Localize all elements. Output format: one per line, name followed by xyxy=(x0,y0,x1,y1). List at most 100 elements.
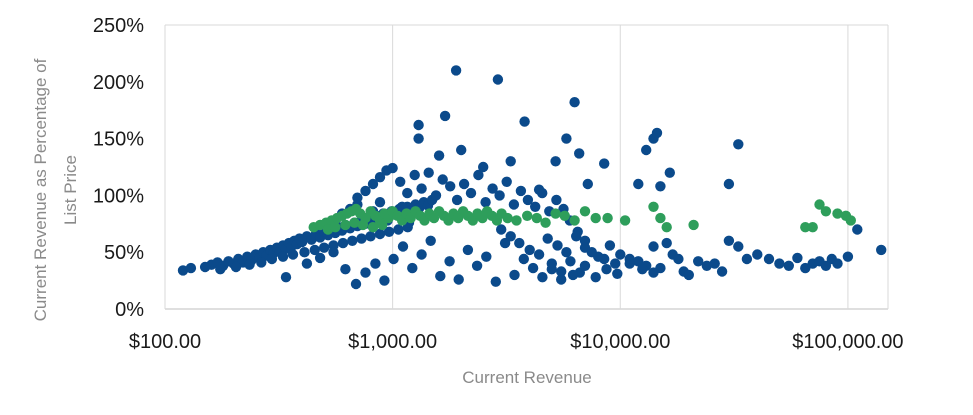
data-point xyxy=(567,269,579,281)
data-point xyxy=(416,249,427,260)
data-point xyxy=(387,162,398,174)
data-point xyxy=(530,201,541,212)
data-point xyxy=(402,187,413,199)
data-point xyxy=(590,272,601,283)
data-point xyxy=(397,241,409,252)
data-point xyxy=(514,237,525,249)
data-point xyxy=(374,228,386,240)
data-point xyxy=(701,260,712,271)
data-point xyxy=(340,219,351,231)
data-point xyxy=(556,274,567,285)
data-point xyxy=(664,167,675,178)
data-point xyxy=(388,253,399,265)
data-point xyxy=(800,222,811,233)
data-point xyxy=(546,264,557,275)
data-point xyxy=(648,267,659,278)
data-point xyxy=(393,224,404,235)
data-point xyxy=(439,110,451,122)
data-point xyxy=(792,252,803,264)
data-point xyxy=(340,264,351,275)
y-tick-label: 50% xyxy=(104,242,144,264)
y-tick-label: 250% xyxy=(93,15,144,37)
data-point xyxy=(876,244,887,256)
data-point xyxy=(571,231,582,242)
y-tick-label: 0% xyxy=(115,299,144,321)
data-point xyxy=(601,264,612,275)
data-point xyxy=(502,212,513,224)
data-point xyxy=(590,212,601,224)
data-point xyxy=(741,253,753,265)
data-point xyxy=(683,269,694,281)
data-point xyxy=(508,199,520,210)
data-point xyxy=(451,194,463,206)
data-point xyxy=(661,222,672,233)
data-point xyxy=(349,217,360,228)
data-point xyxy=(365,231,376,242)
data-point xyxy=(615,249,626,260)
data-point xyxy=(602,212,613,224)
data-point xyxy=(277,251,289,262)
data-point xyxy=(582,178,593,190)
data-point xyxy=(655,212,666,224)
data-point xyxy=(367,178,379,190)
data-point xyxy=(524,244,535,256)
x-tick-label: $100.00 xyxy=(129,331,201,353)
y-tick-label: 100% xyxy=(93,185,144,207)
data-point xyxy=(299,247,310,258)
data-point xyxy=(377,219,388,231)
y-axis: 0% 50% 100% 150% 200% 250% xyxy=(93,15,144,321)
data-point xyxy=(533,249,545,260)
data-point xyxy=(559,210,570,221)
data-point xyxy=(832,258,843,269)
data-point xyxy=(604,240,616,251)
data-point xyxy=(519,116,530,127)
data-point xyxy=(579,260,591,271)
data-point xyxy=(458,178,470,190)
data-point xyxy=(574,148,585,159)
data-point xyxy=(619,215,631,226)
data-point xyxy=(383,226,395,237)
data-point xyxy=(552,240,563,251)
x-axis-title: Current Revenue xyxy=(462,368,591,387)
data-point xyxy=(490,276,501,287)
data-point xyxy=(509,269,520,281)
data-point xyxy=(445,181,456,192)
x-tick-label: $1,000.00 xyxy=(348,331,437,353)
data-point xyxy=(832,208,843,219)
data-point xyxy=(309,244,320,256)
data-point xyxy=(487,183,498,194)
data-point xyxy=(540,217,551,228)
data-point xyxy=(266,253,278,265)
data-point xyxy=(599,158,610,169)
data-point xyxy=(501,176,512,187)
data-point xyxy=(842,251,854,262)
data-point xyxy=(637,264,648,275)
x-tick-label: $100,000.00 xyxy=(792,331,903,353)
data-point xyxy=(527,262,539,274)
data-point xyxy=(430,190,442,201)
data-point xyxy=(480,197,491,208)
data-point xyxy=(328,247,339,258)
data-point xyxy=(565,256,576,267)
data-point xyxy=(569,97,580,108)
data-point xyxy=(416,183,427,194)
data-point xyxy=(395,176,406,187)
data-point xyxy=(569,215,580,226)
data-point xyxy=(633,256,644,267)
data-point xyxy=(511,215,522,226)
data-point xyxy=(450,65,462,76)
y-tick-label: 150% xyxy=(93,129,144,151)
series-2 xyxy=(308,199,856,235)
data-point xyxy=(367,222,379,233)
data-point xyxy=(360,267,371,278)
data-point xyxy=(492,74,504,85)
data-point xyxy=(330,222,341,233)
data-point xyxy=(515,185,527,197)
data-point xyxy=(462,244,474,256)
y-axis-title-line-2: List Price xyxy=(61,155,80,225)
data-point xyxy=(774,258,785,269)
data-point xyxy=(723,178,735,190)
data-point xyxy=(407,262,418,274)
data-point xyxy=(465,187,477,199)
